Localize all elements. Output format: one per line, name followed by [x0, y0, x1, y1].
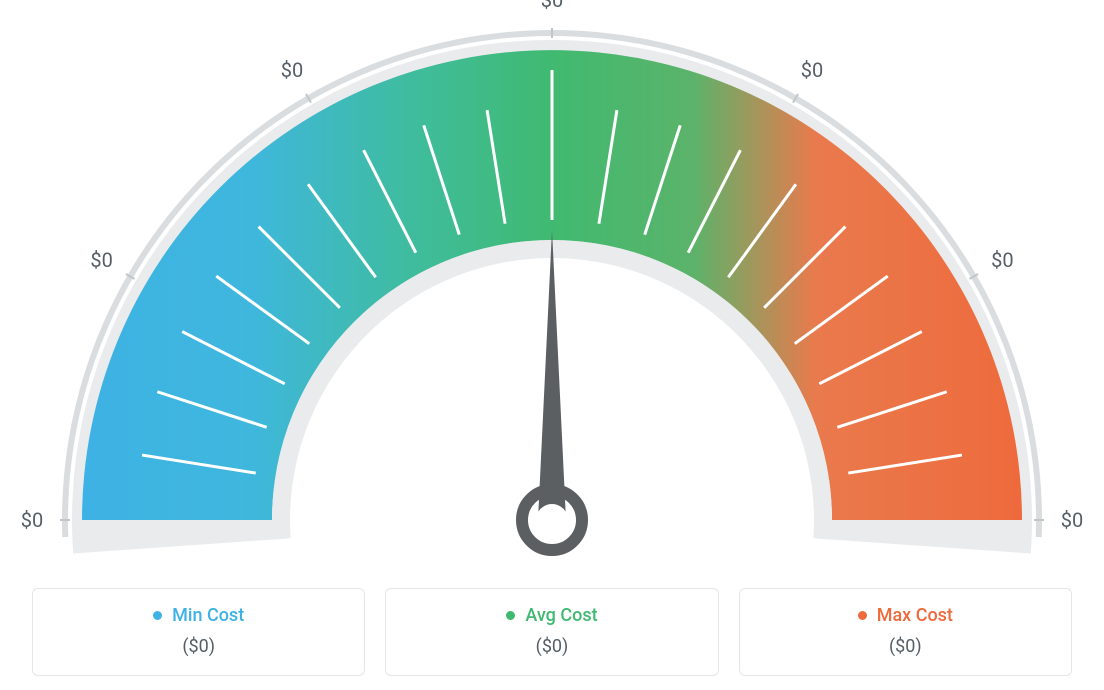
legend-value-min: ($0) — [33, 636, 364, 657]
legend-dot-min — [153, 611, 162, 620]
legend-dot-avg — [506, 611, 515, 620]
legend-card-avg: Avg Cost ($0) — [385, 588, 718, 676]
legend-row: Min Cost ($0) Avg Cost ($0) Max Cost ($0… — [32, 588, 1072, 676]
legend-value-avg: ($0) — [386, 636, 717, 657]
gauge-tick-label: $0 — [801, 58, 823, 82]
legend-card-max: Max Cost ($0) — [739, 588, 1072, 676]
gauge-tick-label: $0 — [991, 248, 1013, 272]
gauge-tick-label: $0 — [21, 508, 43, 532]
legend-dot-max — [858, 611, 867, 620]
legend-label-max: Max Cost — [877, 605, 953, 626]
gauge-tick-label: $0 — [90, 248, 112, 272]
legend-card-min: Min Cost ($0) — [32, 588, 365, 676]
legend-label-avg: Avg Cost — [525, 605, 597, 626]
gauge-tick-label: $0 — [1061, 508, 1083, 532]
gauge-svg — [2, 0, 1102, 560]
gauge-tick-label: $0 — [541, 0, 563, 12]
legend-label-min: Min Cost — [172, 605, 244, 626]
legend-value-max: ($0) — [740, 636, 1071, 657]
gauge-chart: $0 $0 $0 $0 $0 $0 $0 — [2, 0, 1102, 560]
gauge-tick-label: $0 — [281, 58, 303, 82]
